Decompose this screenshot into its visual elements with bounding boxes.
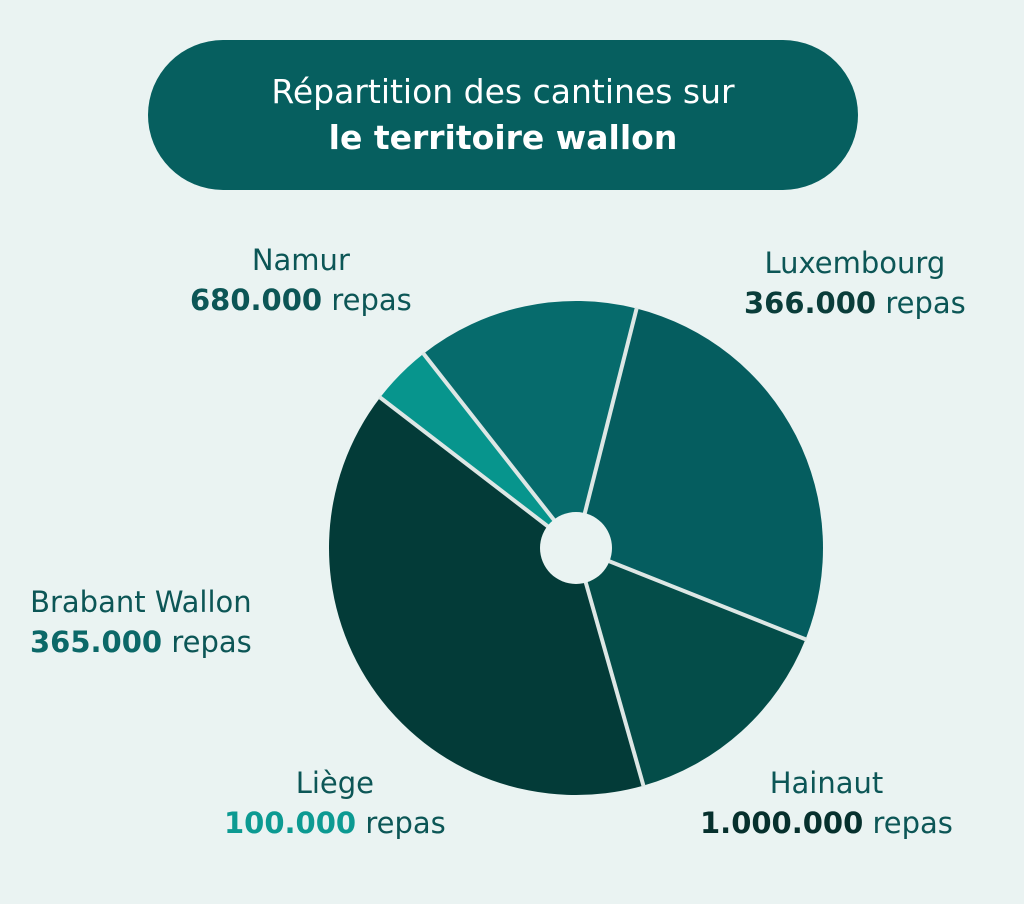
pie-slices (329, 301, 824, 795)
slice-unit: repas (885, 286, 966, 320)
slice-name: Liège (295, 766, 375, 800)
slice-value: 1.000.000 (700, 806, 864, 840)
pie-slice-namur (576, 308, 824, 640)
slice-value: 366.000 (744, 286, 877, 320)
slice-label-brabant-wallon: Brabant Wallon 365.000 repas (30, 582, 252, 662)
slice-value: 100.000 (224, 806, 357, 840)
slice-unit: repas (872, 806, 953, 840)
pie-slice-liege (380, 353, 576, 548)
pie-slice-hainaut (329, 397, 644, 795)
slice-label-liege: Liège 100.000 repas (224, 763, 446, 843)
chart-title-banner: Répartition des cantines sur le territoi… (148, 40, 858, 190)
pie-center-hole (540, 512, 612, 584)
slice-label-hainaut: Hainaut 1.000.000 repas (700, 763, 953, 843)
pie-separator-line (574, 547, 646, 788)
pie-separator-line (574, 307, 639, 549)
pie-separator-line (575, 546, 808, 642)
slice-value: 680.000 (190, 283, 323, 317)
slice-value: 365.000 (30, 625, 163, 659)
slice-name: Namur (251, 243, 350, 277)
pie-slice-luxembourg (576, 548, 806, 786)
pie-separator-line (421, 351, 578, 550)
slice-unit: repas (331, 283, 412, 317)
slice-name: Hainaut (769, 766, 884, 800)
chart-title-line1: Répartition des cantines sur (271, 72, 735, 111)
pie-separators (378, 307, 808, 788)
slice-label-namur: Namur 680.000 repas (190, 240, 412, 320)
slice-name: Brabant Wallon (30, 585, 252, 619)
slice-unit: repas (171, 625, 252, 659)
pie-separator-line (378, 395, 578, 550)
pie-slice-brabant-wallon (423, 301, 637, 548)
slice-unit: repas (365, 806, 446, 840)
slice-label-luxembourg: Luxembourg 366.000 repas (744, 243, 966, 323)
slice-name: Luxembourg (764, 246, 946, 280)
chart-title-line2: le territoire wallon (328, 118, 678, 157)
